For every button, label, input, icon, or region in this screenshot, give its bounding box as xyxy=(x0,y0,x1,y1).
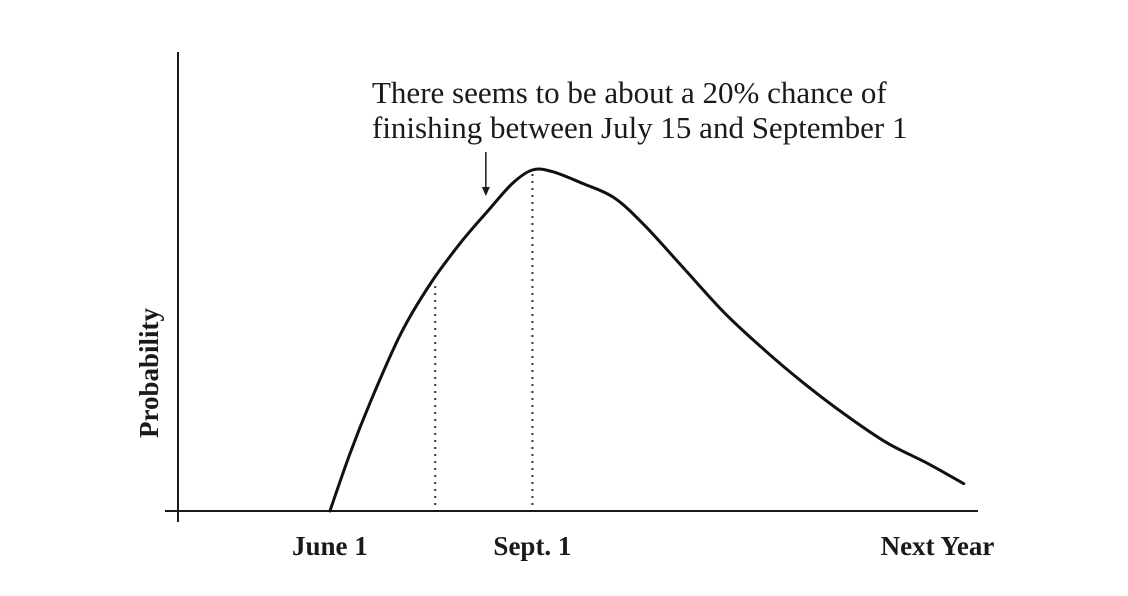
axes xyxy=(165,52,978,522)
marker-lines xyxy=(434,174,534,505)
x-tick-labels: June 1 Sept. 1 Next Year xyxy=(292,531,994,561)
x-tick-label-3: Next Year xyxy=(881,531,995,561)
annotation-arrow-head xyxy=(481,187,490,196)
x-tick-label-2: Sept. 1 xyxy=(493,531,571,561)
y-axis-label: Probability xyxy=(134,307,164,438)
annotation-line-2: finishing between July 15 and September … xyxy=(372,110,908,145)
series-curve xyxy=(328,167,966,513)
annotation: There seems to be about a 20% chance of … xyxy=(372,75,908,196)
annotation-line-1: There seems to be about a 20% chance of xyxy=(372,75,887,110)
x-tick-label-1: June 1 xyxy=(292,531,368,561)
